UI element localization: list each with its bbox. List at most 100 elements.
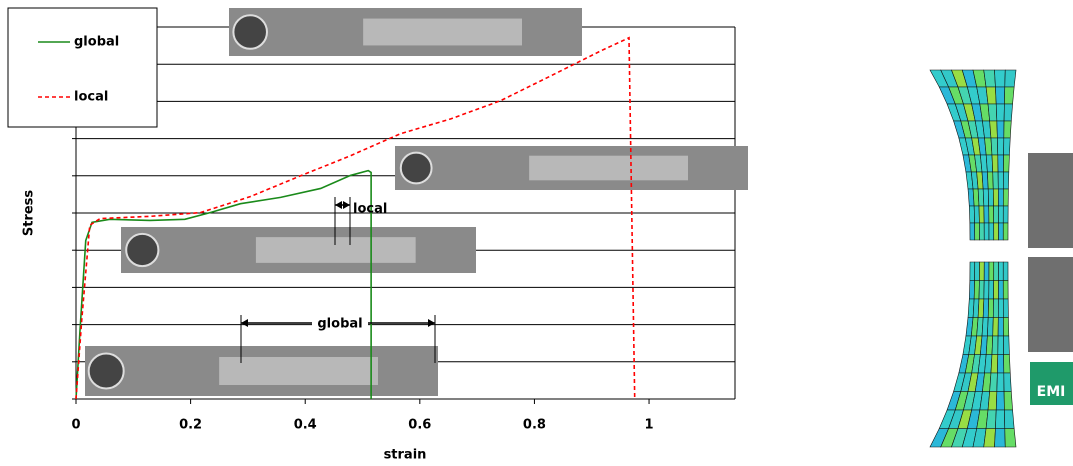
mesh-cell: [970, 262, 975, 281]
mesh-cell: [984, 262, 989, 281]
arrow-head: [241, 319, 248, 327]
mesh-cell: [998, 223, 1003, 240]
x-tick-label: 0.4: [294, 418, 317, 433]
arrow-head: [428, 319, 435, 327]
mesh-cell: [994, 223, 999, 240]
mesh-cell: [995, 429, 1006, 448]
mesh-cell: [975, 262, 980, 281]
mesh-cell: [993, 172, 999, 189]
legend-label: local: [74, 90, 108, 105]
mesh-cell: [998, 172, 1003, 189]
mesh-cell: [998, 336, 1004, 355]
mesh-cell: [984, 223, 989, 240]
x-tick-label: 0: [71, 418, 80, 433]
y-axis-label: Stress: [22, 190, 37, 237]
mesh-cell: [983, 189, 989, 206]
mesh-cell: [984, 206, 989, 223]
mesh-cell: [1003, 189, 1008, 206]
mesh-cell: [1003, 318, 1008, 337]
x-axis-label: strain: [384, 448, 427, 463]
mesh-cell: [998, 281, 1003, 300]
mesh-cell: [979, 281, 984, 300]
mesh-cell: [969, 281, 974, 300]
logo-text: EMI: [1037, 384, 1066, 400]
specimen-neck: [529, 156, 688, 181]
mesh-cell: [1003, 299, 1008, 318]
mesh-cell: [1004, 121, 1011, 138]
mesh-cell: [990, 373, 998, 392]
mesh-cell: [992, 155, 998, 172]
mesh-cell: [1003, 223, 1008, 240]
mesh-cell: [984, 70, 996, 87]
mesh-cell: [993, 299, 998, 318]
mesh-cell: [995, 70, 1006, 87]
mesh-cell: [998, 318, 1003, 337]
mesh-cell: [988, 299, 993, 318]
mesh-cell: [989, 223, 994, 240]
legend-box: [8, 8, 157, 127]
annotation: local: [353, 202, 387, 217]
mesh-cell: [1004, 87, 1014, 104]
specimen-neck: [219, 357, 378, 385]
mesh-cell: [974, 206, 979, 223]
mesh-cell: [979, 206, 984, 223]
mesh-cell: [1004, 104, 1013, 121]
mesh-cell: [1005, 70, 1016, 87]
mesh-cell: [970, 223, 975, 240]
series-line: [76, 38, 635, 399]
mesh-cell: [969, 206, 974, 223]
mesh-cell: [979, 223, 984, 240]
mesh-cell: [998, 189, 1003, 206]
mesh-cell: [997, 138, 1003, 155]
grip-ring: [401, 153, 432, 184]
mesh-cell: [1004, 373, 1011, 392]
mesh-cell: [1003, 172, 1008, 189]
mesh-cell: [983, 299, 989, 318]
mesh-cell: [998, 155, 1004, 172]
mesh-cell: [989, 206, 994, 223]
mesh-cell: [998, 299, 1003, 318]
mesh-cell: [988, 392, 997, 411]
mesh-cell: [994, 262, 999, 281]
mesh-cell: [986, 336, 993, 355]
mesh-cell: [986, 410, 996, 429]
x-tick-label: 0.8: [523, 418, 546, 433]
mesh-cell: [997, 121, 1004, 138]
mesh-cell: [992, 336, 998, 355]
x-tick-label: 0.2: [179, 418, 202, 433]
mesh-cell: [991, 355, 998, 374]
mesh-cell: [990, 121, 998, 138]
x-tick-label: 0.6: [408, 418, 431, 433]
grip-ring: [126, 234, 158, 266]
mesh-cell: [996, 104, 1004, 121]
mesh-cell: [1003, 336, 1009, 355]
mesh-cell: [995, 410, 1004, 429]
mesh-cell: [1004, 392, 1013, 411]
mesh-cell: [1004, 138, 1011, 155]
mesh-cell: [974, 281, 979, 300]
arrow-head: [343, 201, 350, 209]
mesh-cell: [987, 172, 993, 189]
mesh-cell: [979, 262, 984, 281]
mesh-cell: [997, 373, 1004, 392]
arrow-head: [335, 201, 342, 209]
mesh-cell: [989, 281, 994, 300]
mesh-cell: [1003, 155, 1009, 172]
mesh-cell: [986, 155, 993, 172]
specimen-neck: [256, 237, 416, 263]
mesh-cell: [989, 262, 994, 281]
mesh-cell: [993, 189, 998, 206]
mesh-cell: [998, 206, 1003, 223]
mesh-cell: [998, 262, 1003, 281]
mesh-cell: [1003, 262, 1008, 281]
small-photo: [1028, 153, 1073, 248]
mesh-cell: [984, 429, 996, 448]
mesh-cell: [1003, 281, 1008, 300]
mesh-cell: [975, 223, 980, 240]
mesh-cell: [993, 318, 999, 337]
mesh-cell: [988, 189, 993, 206]
mesh-cell: [991, 138, 998, 155]
mesh-cell: [1004, 410, 1014, 429]
x-tick-label: 1: [645, 418, 654, 433]
mesh-cell: [994, 281, 999, 300]
